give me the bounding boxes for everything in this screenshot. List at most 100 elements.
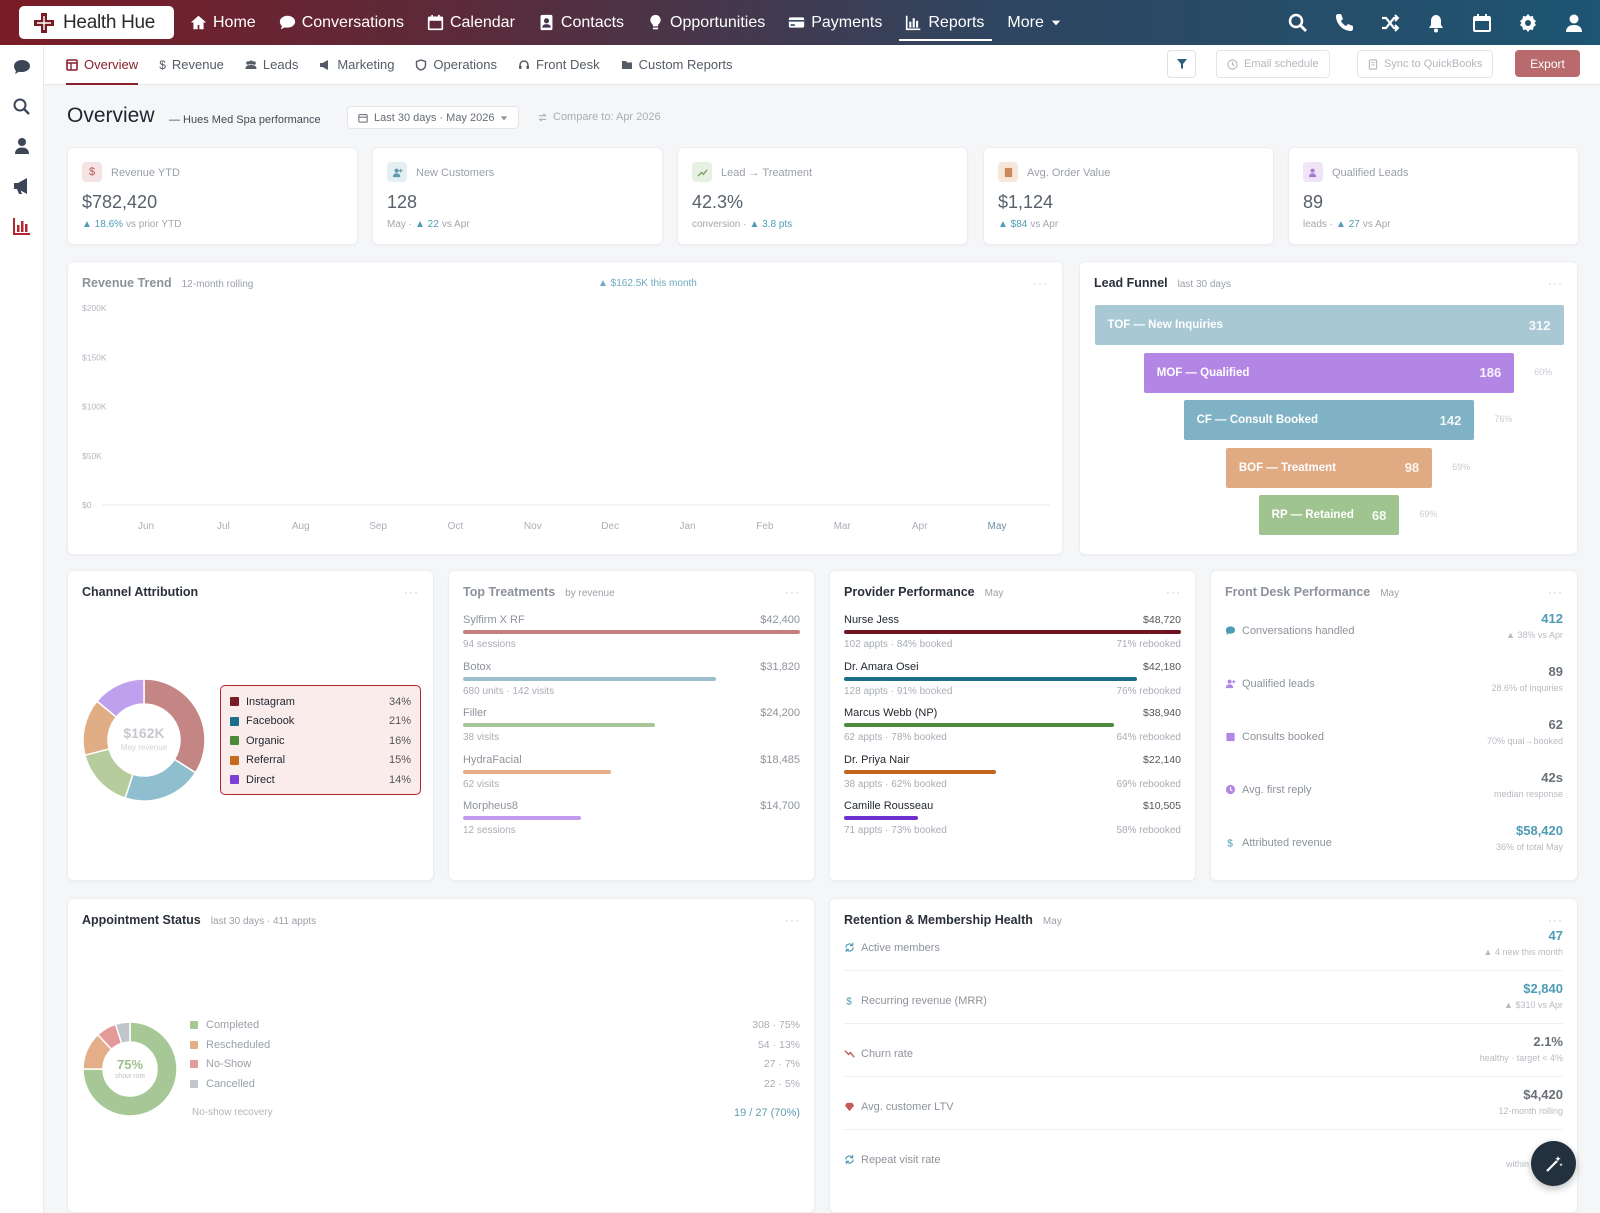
funnel-stage[interactable]: MOF — Qualified 186 <box>1143 352 1515 393</box>
calendar-icon <box>427 14 444 31</box>
stat-label-wrap: Active members <box>844 942 940 954</box>
tab-front-desk[interactable]: Front Desk <box>518 45 600 84</box>
provider-name[interactable]: Camille Rousseau <box>844 800 934 812</box>
legend-value: 54 · 13% <box>757 1038 800 1051</box>
kpi-card: New Customers 128 May · ▲ 22 vs Apr <box>372 147 663 245</box>
tab-operations[interactable]: Operations <box>415 45 497 84</box>
filter-button[interactable] <box>1167 50 1196 78</box>
kpi-value: 128 <box>387 192 418 212</box>
export-button[interactable]: Export <box>1515 50 1580 77</box>
legend-item[interactable]: Instagram 34% <box>230 692 411 712</box>
ai-assistant-button[interactable] <box>1531 1141 1576 1186</box>
user-icon[interactable] <box>1564 13 1584 33</box>
email-schedule-button[interactable]: Email schedule <box>1216 50 1330 78</box>
provider-performance-card: Provider Performance May ··· Nurse Jess $… <box>829 570 1196 881</box>
app-logo[interactable]: Health Hue <box>19 6 174 39</box>
tab-revenue[interactable]: $ Revenue <box>159 45 224 84</box>
card-title: Retention & Membership Health May <box>844 913 1062 927</box>
providers-title: Provider Performance <box>844 585 975 599</box>
nav-opportunities[interactable]: Opportunities <box>647 0 765 45</box>
tab-leads[interactable]: Leads <box>245 45 298 84</box>
funnel-stage[interactable]: TOF — New Inquiries 312 <box>1094 305 1564 345</box>
nav-label: Contacts <box>560 13 625 31</box>
provider-bar <box>844 816 919 820</box>
stat-value: $4,420 <box>1523 1086 1563 1102</box>
top-treatments-card: Top Treatments by revenue ··· Sylfirm X … <box>448 570 815 881</box>
stat-label: Qualified leads <box>1242 677 1315 690</box>
legend-item[interactable]: Direct 14% <box>230 770 411 790</box>
megaphone-icon[interactable] <box>12 176 32 196</box>
stat-label-wrap: Repeat visit rate <box>844 1154 940 1166</box>
more-options-icon[interactable]: ··· <box>1548 913 1563 927</box>
more-options-icon[interactable]: ··· <box>1548 585 1563 599</box>
nav-payments[interactable]: Payments <box>788 0 882 45</box>
compare-toggle[interactable]: Compare to: Apr 2026 <box>537 111 661 123</box>
funnel-stage[interactable]: CF — Consult Booked 142 <box>1183 400 1475 440</box>
card-title: Front Desk Performance May <box>1225 585 1399 599</box>
stat-row: Avg. first reply 42s median response <box>1225 764 1563 811</box>
appointment-legend-item[interactable]: Cancelled 22 · 5% <box>190 1076 800 1092</box>
tab-marketing[interactable]: Marketing <box>319 45 394 84</box>
stat-label: Recurring revenue (MRR) <box>861 994 987 1007</box>
kpi-prefix: May · <box>387 219 412 230</box>
donut-center-label: May revenue <box>120 743 168 752</box>
shuffle-icon[interactable] <box>1380 13 1400 33</box>
appointment-legend-item[interactable]: Completed 308 · 75% <box>190 1017 800 1033</box>
appointment-legend-item[interactable]: Rescheduled 54 · 13% <box>190 1037 800 1053</box>
more-options-icon[interactable]: ··· <box>1166 585 1181 599</box>
kpi-value: $782,420 <box>82 192 158 212</box>
nav-conversations[interactable]: Conversations <box>279 0 404 45</box>
donut-slice[interactable] <box>82 1021 178 1117</box>
nav-home[interactable]: Home <box>190 0 256 45</box>
provider-name[interactable]: Marcus Webb (NP) <box>844 707 938 719</box>
chat-icon[interactable] <box>12 57 32 77</box>
nav-more[interactable]: More <box>1007 0 1061 45</box>
bar-chart-icon[interactable] <box>12 216 32 236</box>
kpi-card: Avg. Order Value $1,124 ▲ $84 vs Apr <box>983 147 1274 245</box>
more-options-icon[interactable]: ··· <box>1548 276 1563 290</box>
gear-icon[interactable] <box>1518 13 1538 33</box>
donut-slice[interactable] <box>124 758 197 802</box>
sync-quickbooks-button[interactable]: Sync to QuickBooks <box>1357 50 1494 78</box>
nav-calendar[interactable]: Calendar <box>427 0 515 45</box>
tab-overview[interactable]: Overview <box>66 45 139 85</box>
calendar-icon[interactable] <box>1472 13 1492 33</box>
provider-name[interactable]: Nurse Jess <box>844 614 900 626</box>
funnel-conversion-pct: 69% <box>1452 461 1471 472</box>
appointment-legend-item[interactable]: No-Show 27 · 7% <box>190 1056 800 1072</box>
donut-slice[interactable] <box>84 748 134 799</box>
provider-name[interactable]: Dr. Priya Nair <box>844 753 910 766</box>
funnel-stage-label: TOF — New Inquiries <box>1107 319 1223 331</box>
donut-slice[interactable] <box>143 678 206 774</box>
tab-custom-reports[interactable]: Custom Reports <box>621 45 733 84</box>
nav-reports[interactable]: Reports <box>899 0 993 45</box>
search-icon[interactable] <box>12 97 32 117</box>
appointment-donut-chart <box>82 1021 178 1117</box>
stat-sub: ▲ $310 vs Apr <box>1504 999 1563 1010</box>
stat-value: 412 <box>1541 610 1563 626</box>
donut-slice[interactable] <box>95 678 145 719</box>
provider-name[interactable]: Dr. Amara Osei <box>844 660 919 673</box>
bell-icon[interactable] <box>1426 13 1446 33</box>
more-options-icon[interactable]: ··· <box>785 585 800 599</box>
funnel-stage[interactable]: RP — Retained 68 <box>1258 495 1400 535</box>
kpi-card: $ Revenue YTD $782,420 ▲ 18.6% vs prior YTD <box>67 147 358 245</box>
x-tick-label: Apr <box>912 521 928 532</box>
more-options-icon[interactable]: ··· <box>404 585 419 599</box>
nav-contacts[interactable]: Contacts <box>538 0 624 45</box>
x-tick-label: Sep <box>369 521 387 532</box>
user-icon[interactable] <box>12 136 32 156</box>
search-icon[interactable] <box>1288 13 1308 33</box>
legend-item[interactable]: Referral 15% <box>230 751 411 771</box>
date-range-picker[interactable]: Last 30 days · May 2026 <box>347 106 520 129</box>
funnel-stage[interactable]: BOF — Treatment 98 <box>1225 447 1433 488</box>
stat-label-wrap: Qualified leads <box>1225 678 1315 690</box>
legend-item[interactable]: Facebook 21% <box>230 712 411 732</box>
donut-slice[interactable] <box>114 1021 131 1045</box>
legend-pct: 15% <box>388 754 411 767</box>
more-options-icon[interactable]: ··· <box>1033 276 1048 290</box>
legend-item[interactable]: Organic 16% <box>230 731 411 751</box>
phone-icon[interactable] <box>1334 13 1354 33</box>
more-options-icon[interactable]: ··· <box>785 913 800 927</box>
legend-swatch <box>190 1079 198 1088</box>
